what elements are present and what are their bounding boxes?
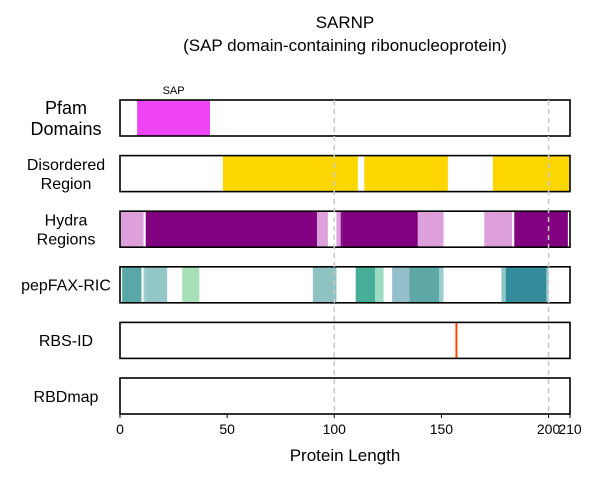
segment — [222, 155, 358, 192]
x-axis-label: Protein Length — [290, 446, 401, 465]
track-label: Region — [41, 176, 92, 193]
track-label: Regions — [37, 231, 96, 248]
segment — [417, 211, 444, 248]
segment — [145, 211, 318, 248]
x-tick-label: 0 — [116, 421, 124, 437]
track-label: Domains — [30, 119, 101, 139]
track-frame — [119, 265, 571, 304]
segment-label: SAP — [163, 85, 185, 97]
segment — [342, 211, 418, 248]
segment — [120, 211, 144, 248]
x-tick-label: 100 — [323, 421, 347, 437]
segment — [375, 266, 384, 303]
track-3: pepFAX-RIC — [21, 265, 571, 304]
track-frame — [119, 321, 571, 360]
track-2: Hydra Regions — [37, 210, 571, 248]
x-tick-label: 150 — [430, 421, 454, 437]
segment — [355, 266, 375, 303]
track-frame — [119, 99, 571, 137]
segment — [514, 211, 568, 248]
track-frame — [119, 210, 571, 248]
segment — [317, 211, 328, 248]
segment — [501, 266, 506, 303]
chart-subtitle: (SAP domain-containing ribonucleoprotein… — [183, 36, 507, 55]
segment — [340, 211, 343, 248]
segment — [122, 266, 142, 303]
track-4: RBS-ID — [39, 321, 571, 360]
track-label: pepFAX-RIC — [21, 278, 111, 295]
segment — [143, 266, 146, 303]
track-label: RBS-ID — [39, 333, 93, 350]
segment — [546, 266, 549, 303]
track-label: Disordered — [27, 157, 105, 174]
segment — [439, 266, 444, 303]
track-5: RBDmap — [34, 377, 571, 415]
segment — [505, 266, 547, 303]
segment — [492, 155, 570, 192]
segment — [484, 211, 513, 248]
chart-title: SARNP — [316, 13, 375, 32]
segment — [364, 155, 448, 192]
track-label: Hydra — [45, 212, 88, 229]
track-1: Disordered Region — [27, 154, 571, 193]
track-label: Pfam — [45, 98, 87, 118]
segment — [409, 266, 440, 303]
x-tick-label: 50 — [219, 421, 235, 437]
x-tick-label: 200 — [537, 421, 561, 437]
segment — [312, 266, 337, 303]
segment — [145, 266, 168, 303]
track-frame — [119, 377, 571, 415]
track-label: RBDmap — [34, 389, 99, 406]
segment — [392, 266, 410, 303]
x-tick-label: 210 — [558, 421, 582, 437]
track-frame — [119, 154, 571, 193]
segment — [137, 100, 210, 136]
segment — [336, 211, 341, 248]
gridlines — [333, 100, 550, 414]
segment — [182, 266, 200, 303]
